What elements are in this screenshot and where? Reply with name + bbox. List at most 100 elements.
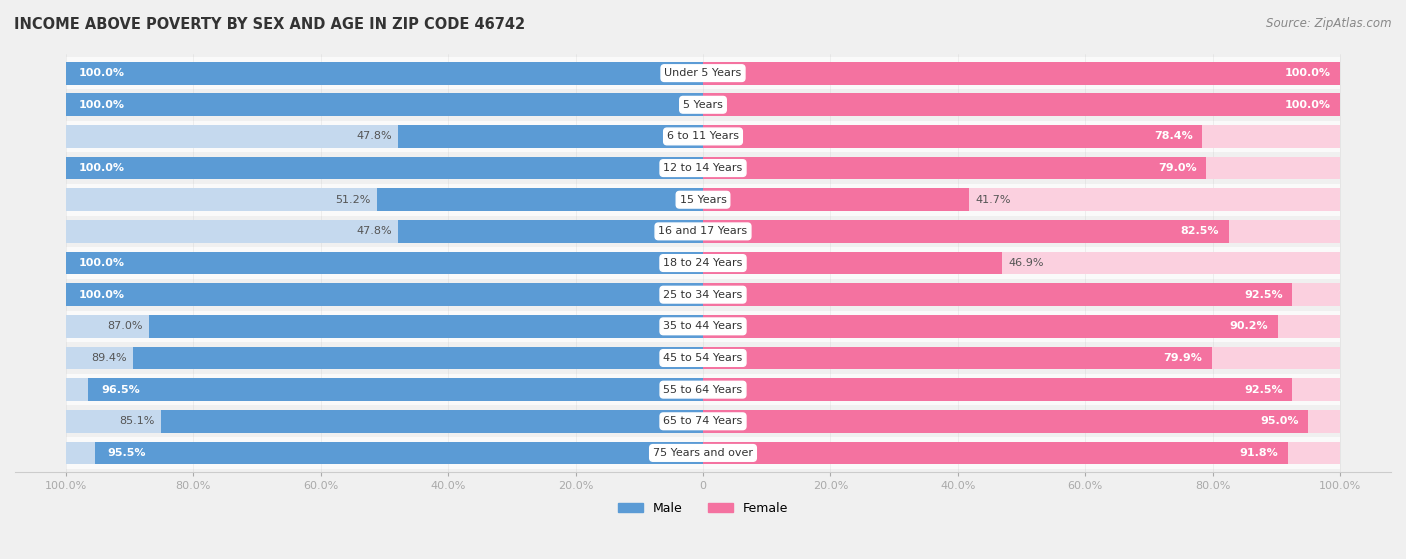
- Text: 65 to 74 Years: 65 to 74 Years: [664, 416, 742, 427]
- Text: 15 Years: 15 Years: [679, 195, 727, 205]
- Bar: [703, 93, 1340, 116]
- Bar: [66, 252, 703, 274]
- Text: 100.0%: 100.0%: [1285, 100, 1330, 110]
- Bar: [66, 216, 1340, 247]
- Bar: [66, 157, 703, 179]
- Bar: [703, 220, 1340, 243]
- Bar: [703, 252, 1340, 274]
- Text: 100.0%: 100.0%: [79, 100, 125, 110]
- Text: 16 and 17 Years: 16 and 17 Years: [658, 226, 748, 236]
- Text: 79.9%: 79.9%: [1164, 353, 1202, 363]
- Bar: [703, 410, 1340, 433]
- Bar: [703, 315, 1278, 338]
- Text: 95.0%: 95.0%: [1260, 416, 1299, 427]
- Bar: [703, 125, 1340, 148]
- Text: 47.8%: 47.8%: [357, 226, 392, 236]
- Bar: [66, 61, 703, 84]
- Text: Source: ZipAtlas.com: Source: ZipAtlas.com: [1267, 17, 1392, 30]
- Text: 87.0%: 87.0%: [107, 321, 142, 331]
- Bar: [89, 378, 703, 401]
- Text: 90.2%: 90.2%: [1229, 321, 1268, 331]
- Text: 25 to 34 Years: 25 to 34 Years: [664, 290, 742, 300]
- Bar: [66, 61, 703, 84]
- Bar: [703, 283, 1340, 306]
- Bar: [66, 374, 1340, 405]
- Bar: [703, 442, 1340, 465]
- Legend: Male, Female: Male, Female: [613, 497, 793, 520]
- Bar: [66, 279, 1340, 310]
- Bar: [66, 247, 1340, 279]
- Bar: [66, 342, 1340, 374]
- Bar: [703, 61, 1340, 84]
- Text: 100.0%: 100.0%: [79, 290, 125, 300]
- Text: Under 5 Years: Under 5 Years: [665, 68, 741, 78]
- Bar: [703, 220, 1229, 243]
- Bar: [66, 220, 703, 243]
- Text: 92.5%: 92.5%: [1244, 290, 1282, 300]
- Text: 95.5%: 95.5%: [107, 448, 146, 458]
- Bar: [703, 188, 969, 211]
- Bar: [398, 125, 703, 148]
- Bar: [66, 184, 1340, 216]
- Bar: [94, 442, 703, 465]
- Bar: [703, 378, 1340, 401]
- Bar: [66, 410, 703, 433]
- Bar: [66, 437, 1340, 469]
- Bar: [703, 125, 1202, 148]
- Bar: [160, 410, 703, 433]
- Bar: [66, 125, 703, 148]
- Text: 100.0%: 100.0%: [1285, 68, 1330, 78]
- Bar: [703, 188, 1340, 211]
- Bar: [703, 315, 1340, 338]
- Bar: [66, 283, 703, 306]
- Bar: [703, 93, 1340, 116]
- Bar: [66, 93, 703, 116]
- Text: 96.5%: 96.5%: [101, 385, 139, 395]
- Bar: [66, 405, 1340, 437]
- Text: 85.1%: 85.1%: [120, 416, 155, 427]
- Text: 5 Years: 5 Years: [683, 100, 723, 110]
- Text: 55 to 64 Years: 55 to 64 Years: [664, 385, 742, 395]
- Text: 47.8%: 47.8%: [357, 131, 392, 141]
- Text: 92.5%: 92.5%: [1244, 385, 1282, 395]
- Bar: [703, 347, 1340, 369]
- Bar: [66, 315, 703, 338]
- Bar: [703, 378, 1292, 401]
- Bar: [398, 220, 703, 243]
- Bar: [66, 89, 1340, 121]
- Text: 46.9%: 46.9%: [1008, 258, 1043, 268]
- Text: 100.0%: 100.0%: [79, 258, 125, 268]
- Bar: [149, 315, 703, 338]
- Bar: [703, 252, 1001, 274]
- Text: 89.4%: 89.4%: [91, 353, 127, 363]
- Bar: [377, 188, 703, 211]
- Text: 12 to 14 Years: 12 to 14 Years: [664, 163, 742, 173]
- Bar: [66, 378, 703, 401]
- Text: 6 to 11 Years: 6 to 11 Years: [666, 131, 740, 141]
- Text: 41.7%: 41.7%: [974, 195, 1011, 205]
- Bar: [703, 410, 1308, 433]
- Bar: [66, 121, 1340, 152]
- Bar: [703, 347, 1212, 369]
- Bar: [66, 152, 1340, 184]
- Text: 75 Years and over: 75 Years and over: [652, 448, 754, 458]
- Text: 79.0%: 79.0%: [1159, 163, 1197, 173]
- Bar: [703, 157, 1206, 179]
- Bar: [66, 347, 703, 369]
- Bar: [703, 283, 1292, 306]
- Bar: [703, 442, 1288, 465]
- Text: INCOME ABOVE POVERTY BY SEX AND AGE IN ZIP CODE 46742: INCOME ABOVE POVERTY BY SEX AND AGE IN Z…: [14, 17, 526, 32]
- Bar: [66, 252, 703, 274]
- Text: 78.4%: 78.4%: [1154, 131, 1192, 141]
- Text: 100.0%: 100.0%: [79, 163, 125, 173]
- Bar: [66, 93, 703, 116]
- Bar: [66, 188, 703, 211]
- Text: 91.8%: 91.8%: [1240, 448, 1278, 458]
- Bar: [703, 61, 1340, 84]
- Bar: [66, 310, 1340, 342]
- Bar: [134, 347, 703, 369]
- Text: 45 to 54 Years: 45 to 54 Years: [664, 353, 742, 363]
- Bar: [703, 157, 1340, 179]
- Bar: [66, 283, 703, 306]
- Text: 35 to 44 Years: 35 to 44 Years: [664, 321, 742, 331]
